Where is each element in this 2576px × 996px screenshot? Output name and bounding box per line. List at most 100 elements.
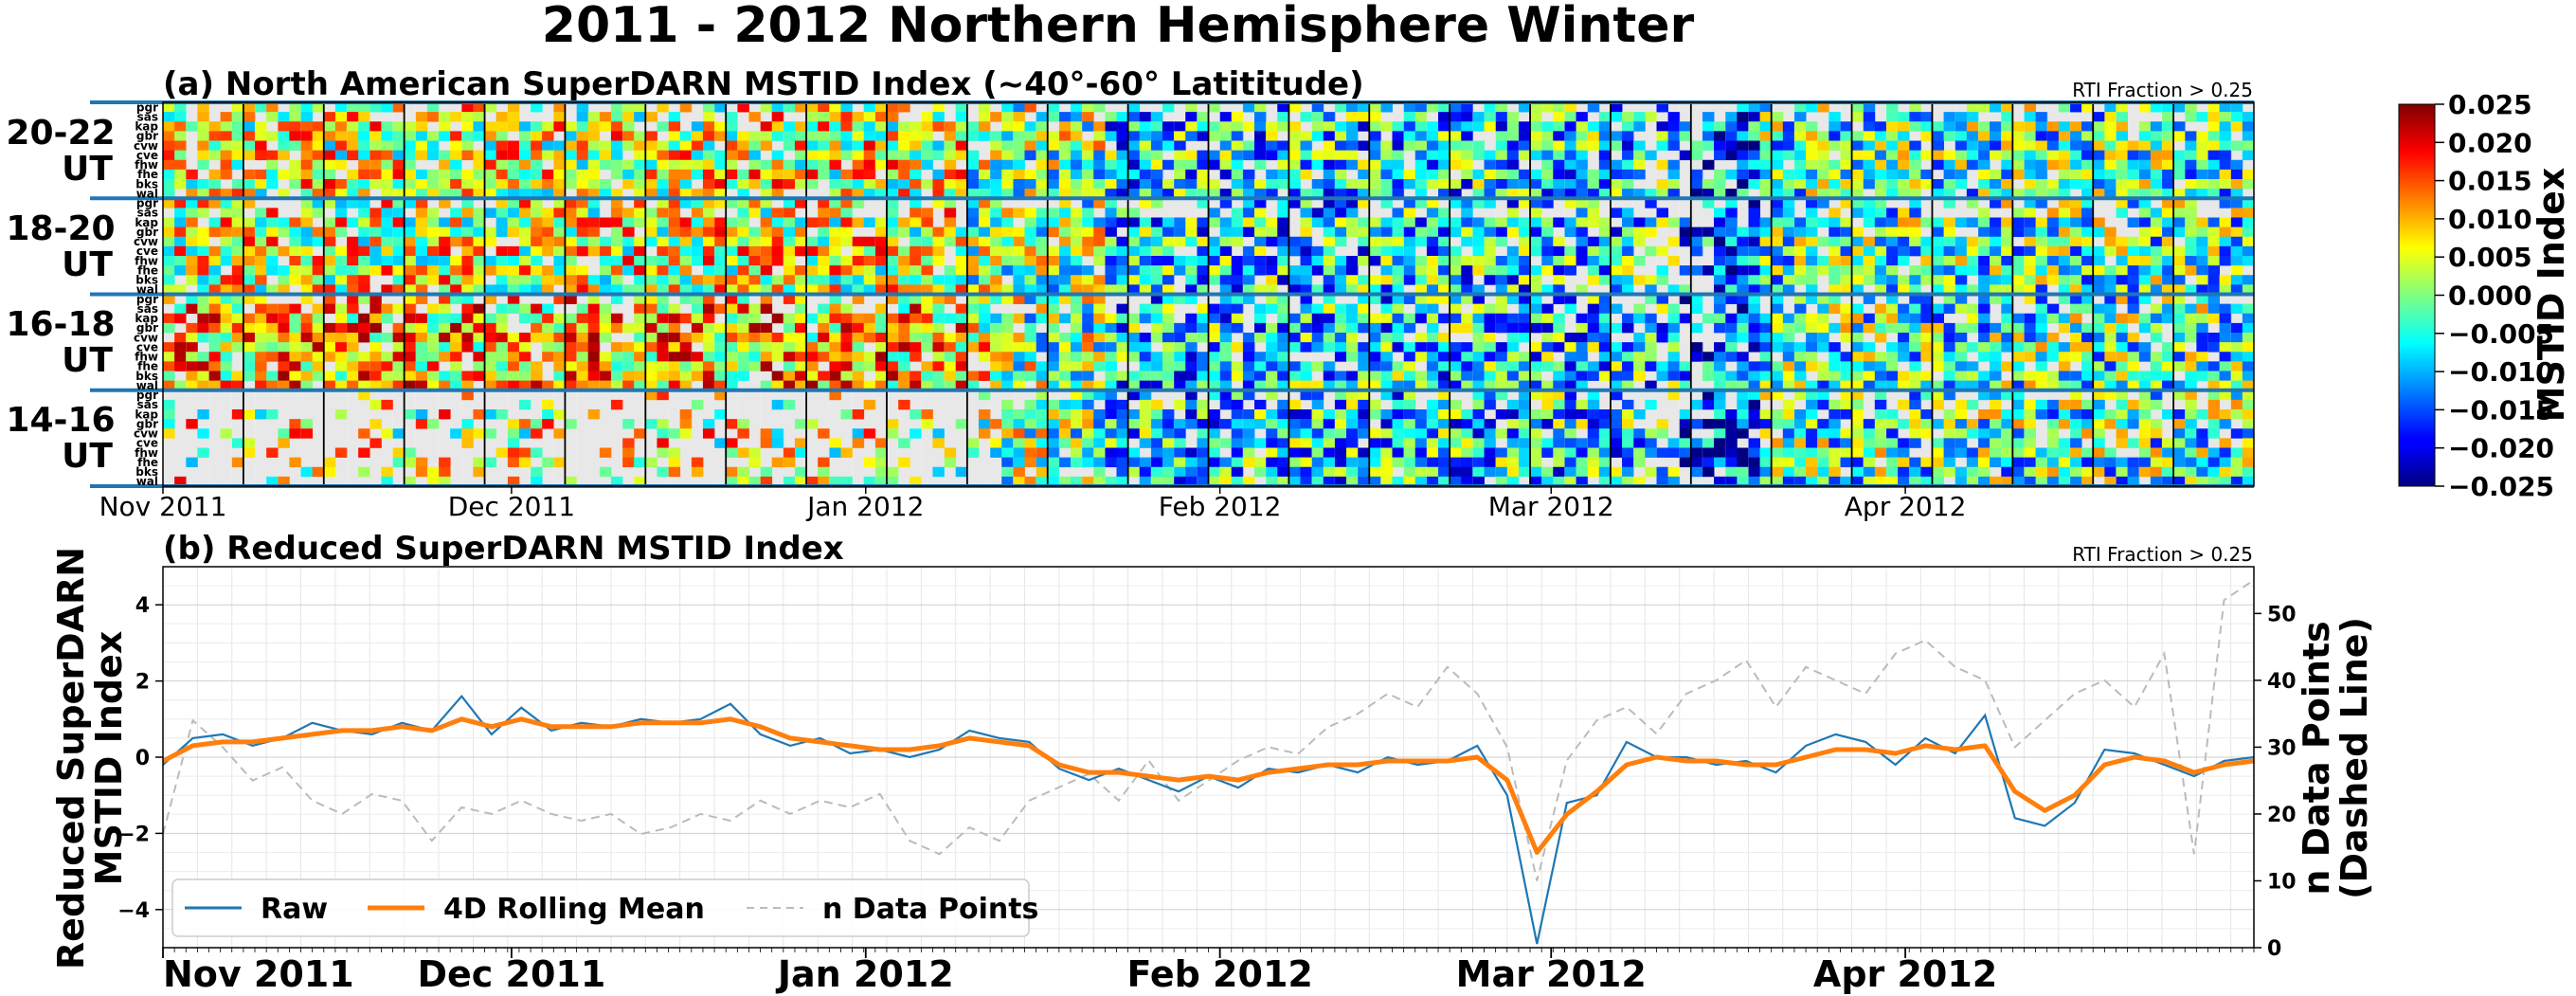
heatmap-cell xyxy=(1714,352,1726,362)
heatmap-cell xyxy=(702,361,715,371)
heatmap-cell xyxy=(1667,380,1681,391)
heatmap-cell xyxy=(1610,275,1623,285)
heatmap-cell xyxy=(1714,140,1726,151)
heatmap-cell xyxy=(1311,159,1324,171)
heatmap-cell xyxy=(1082,371,1094,381)
heatmap-cell xyxy=(347,179,359,190)
heatmap-cell xyxy=(1610,169,1623,180)
heatmap-cell xyxy=(1793,159,1807,171)
heatmap-cell xyxy=(944,208,957,218)
heatmap-cell xyxy=(576,245,589,257)
heatmap-cell xyxy=(898,275,910,285)
heatmap-cell xyxy=(840,179,853,190)
heatmap-cell xyxy=(978,284,991,295)
heatmap-cell xyxy=(691,140,704,151)
heatmap-cell xyxy=(1392,313,1405,324)
heatmap-cell xyxy=(1898,333,1910,343)
heatmap-cell xyxy=(1334,236,1347,247)
heatmap-cell xyxy=(1070,409,1083,420)
heatmap-cell xyxy=(1047,361,1060,371)
heatmap-cell xyxy=(748,284,761,295)
heatmap-cell xyxy=(278,217,290,227)
heatmap-cell xyxy=(1622,217,1634,227)
heatmap-cell xyxy=(1070,399,1083,410)
heatmap-cell xyxy=(714,361,727,371)
heatmap-cell xyxy=(1932,284,1944,295)
heatmap-cell xyxy=(622,121,635,132)
heatmap-cell xyxy=(2242,275,2255,285)
heatmap-cell xyxy=(714,159,727,171)
heatmap-cell xyxy=(2035,121,2048,132)
heatmap-cell xyxy=(2116,333,2129,343)
heatmap-cell xyxy=(334,352,348,362)
heatmap-cell xyxy=(1219,265,1233,276)
heatmap-cell xyxy=(1369,352,1381,362)
heatmap-cell xyxy=(2001,121,2013,132)
heatmap-cell xyxy=(553,102,566,113)
heatmap-cell xyxy=(450,333,462,343)
heatmap-cell xyxy=(1013,361,1025,371)
heatmap-cell xyxy=(1622,140,1634,151)
heatmap-cell xyxy=(1990,236,2002,247)
heatmap-cell xyxy=(978,275,991,285)
heatmap-cell xyxy=(369,399,382,410)
heatmap-cell xyxy=(1334,102,1347,113)
heatmap-cell xyxy=(392,284,405,295)
heatmap-cell xyxy=(1058,371,1072,381)
heatmap-cell xyxy=(300,198,314,208)
heatmap-cell xyxy=(1874,179,1887,190)
heatmap-cell xyxy=(2024,102,2036,113)
heatmap-cell xyxy=(2230,352,2243,362)
heatmap-cell xyxy=(1093,217,1106,227)
heatmap-cell xyxy=(1070,236,1083,247)
heatmap-cell xyxy=(2046,265,2060,276)
heatmap-cell xyxy=(978,131,991,141)
heatmap-cell xyxy=(1828,245,1841,257)
heatmap-cell xyxy=(726,140,738,151)
heatmap-cell xyxy=(1977,189,1991,199)
heatmap-cell xyxy=(1300,333,1313,343)
heatmap-cell xyxy=(657,217,669,227)
heatmap-cell xyxy=(829,294,841,304)
heatmap-cell xyxy=(1690,342,1703,353)
heatmap-cell xyxy=(668,275,681,285)
heatmap-cell xyxy=(1070,322,1083,334)
heatmap-cell xyxy=(1874,284,1887,295)
heatmap-cell xyxy=(1403,208,1416,218)
heatmap-cell xyxy=(495,322,509,334)
heatmap-cell xyxy=(1127,275,1141,285)
heatmap-cell xyxy=(966,208,980,218)
heatmap-cell xyxy=(714,322,727,334)
heatmap-cell xyxy=(2207,342,2221,353)
heatmap-cell xyxy=(334,333,348,343)
heatmap-cell xyxy=(1219,256,1233,266)
heatmap-cell xyxy=(1667,371,1681,381)
heatmap-cell xyxy=(1358,352,1370,362)
heatmap-cell xyxy=(1426,256,1439,266)
heatmap-cell xyxy=(1990,256,2002,266)
heatmap-cell xyxy=(1667,333,1681,343)
heatmap-cell xyxy=(1553,217,1565,227)
heatmap-cell xyxy=(347,256,359,266)
heatmap-cell xyxy=(1185,419,1198,429)
heatmap-cell xyxy=(484,169,497,180)
heatmap-cell xyxy=(1725,198,1738,208)
heatmap-cell xyxy=(163,352,175,362)
heatmap-cell xyxy=(702,150,715,161)
heatmap-cell xyxy=(163,409,175,420)
heatmap-cell xyxy=(1610,236,1623,247)
heatmap-cell xyxy=(1690,226,1703,238)
heatmap-cell xyxy=(634,236,646,247)
heatmap-cell xyxy=(1920,121,1933,132)
heatmap-cell xyxy=(818,102,830,113)
heatmap-cell xyxy=(415,313,428,324)
heatmap-cell xyxy=(771,121,784,132)
heatmap-cell xyxy=(576,303,589,315)
heatmap-cell xyxy=(2161,245,2174,257)
heatmap-cell xyxy=(2093,352,2105,362)
heatmap-cell xyxy=(1530,303,1542,315)
heatmap-cell xyxy=(1828,361,1841,371)
heatmap-cell xyxy=(2012,265,2025,276)
heatmap-cell xyxy=(1093,150,1106,161)
heatmap-cell xyxy=(1323,294,1336,304)
